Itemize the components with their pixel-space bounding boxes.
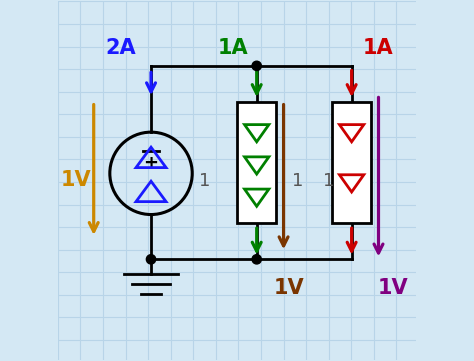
- Bar: [237, 102, 276, 223]
- Text: +: +: [144, 153, 158, 171]
- Text: 1: 1: [323, 171, 334, 190]
- Text: 1A: 1A: [218, 38, 249, 58]
- Text: 1V: 1V: [61, 170, 91, 191]
- Text: 1V: 1V: [273, 278, 304, 298]
- Circle shape: [252, 255, 261, 264]
- Bar: [332, 102, 371, 223]
- Text: 2A: 2A: [105, 38, 136, 58]
- Text: 1: 1: [292, 171, 303, 190]
- Text: 1A: 1A: [363, 38, 394, 58]
- Text: 1V: 1V: [377, 278, 408, 298]
- Text: 1: 1: [199, 171, 210, 190]
- Circle shape: [146, 255, 155, 264]
- Circle shape: [252, 61, 261, 70]
